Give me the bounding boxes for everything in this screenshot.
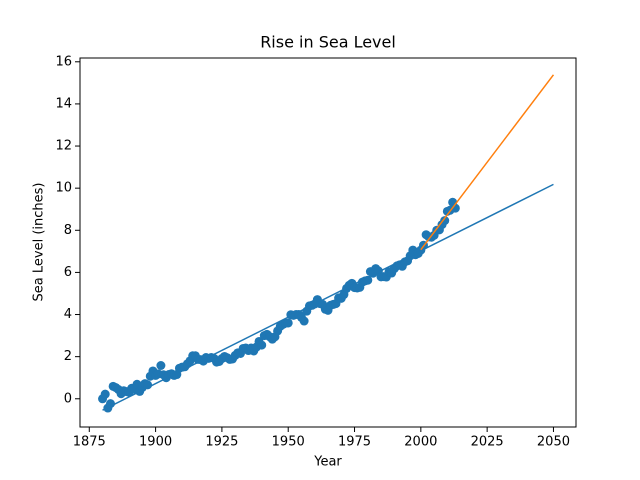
- x-tick-label: 1925: [205, 435, 238, 450]
- y-tick-label: 14: [55, 96, 72, 111]
- x-tick-label: 2000: [404, 435, 437, 450]
- y-tick-label: 10: [55, 181, 72, 196]
- y-axis-label: Sea Level (inches): [32, 183, 47, 302]
- y-tick-label: 6: [64, 265, 72, 280]
- y-tick-label: 0: [64, 391, 72, 406]
- y-tick-label: 12: [55, 139, 72, 154]
- scatter-point: [450, 203, 460, 213]
- fit-line: [102, 183, 554, 411]
- fit-line: [420, 74, 555, 251]
- chart-title: Rise in Sea Level: [260, 33, 396, 52]
- scatter-point: [156, 361, 166, 370]
- y-tick-label: 16: [55, 54, 72, 69]
- scatter-point: [299, 316, 309, 326]
- x-tick-label: 1950: [272, 435, 305, 450]
- scatter-point: [440, 216, 450, 226]
- y-tick-label: 2: [64, 349, 72, 364]
- scatter-point: [100, 389, 110, 399]
- y-tick-label: 4: [64, 307, 72, 322]
- plot-frame: [79, 57, 577, 428]
- x-axis-label: Year: [313, 455, 342, 470]
- y-tick-label: 8: [64, 223, 72, 238]
- x-tick-label: 1900: [139, 435, 172, 450]
- scatter-point: [257, 340, 267, 350]
- x-tick-label: 1875: [73, 435, 106, 450]
- x-tick-label: 1975: [338, 435, 371, 450]
- x-tick-label: 2025: [471, 435, 504, 450]
- scatter-point: [283, 318, 293, 328]
- x-tick-label: 2050: [537, 435, 570, 450]
